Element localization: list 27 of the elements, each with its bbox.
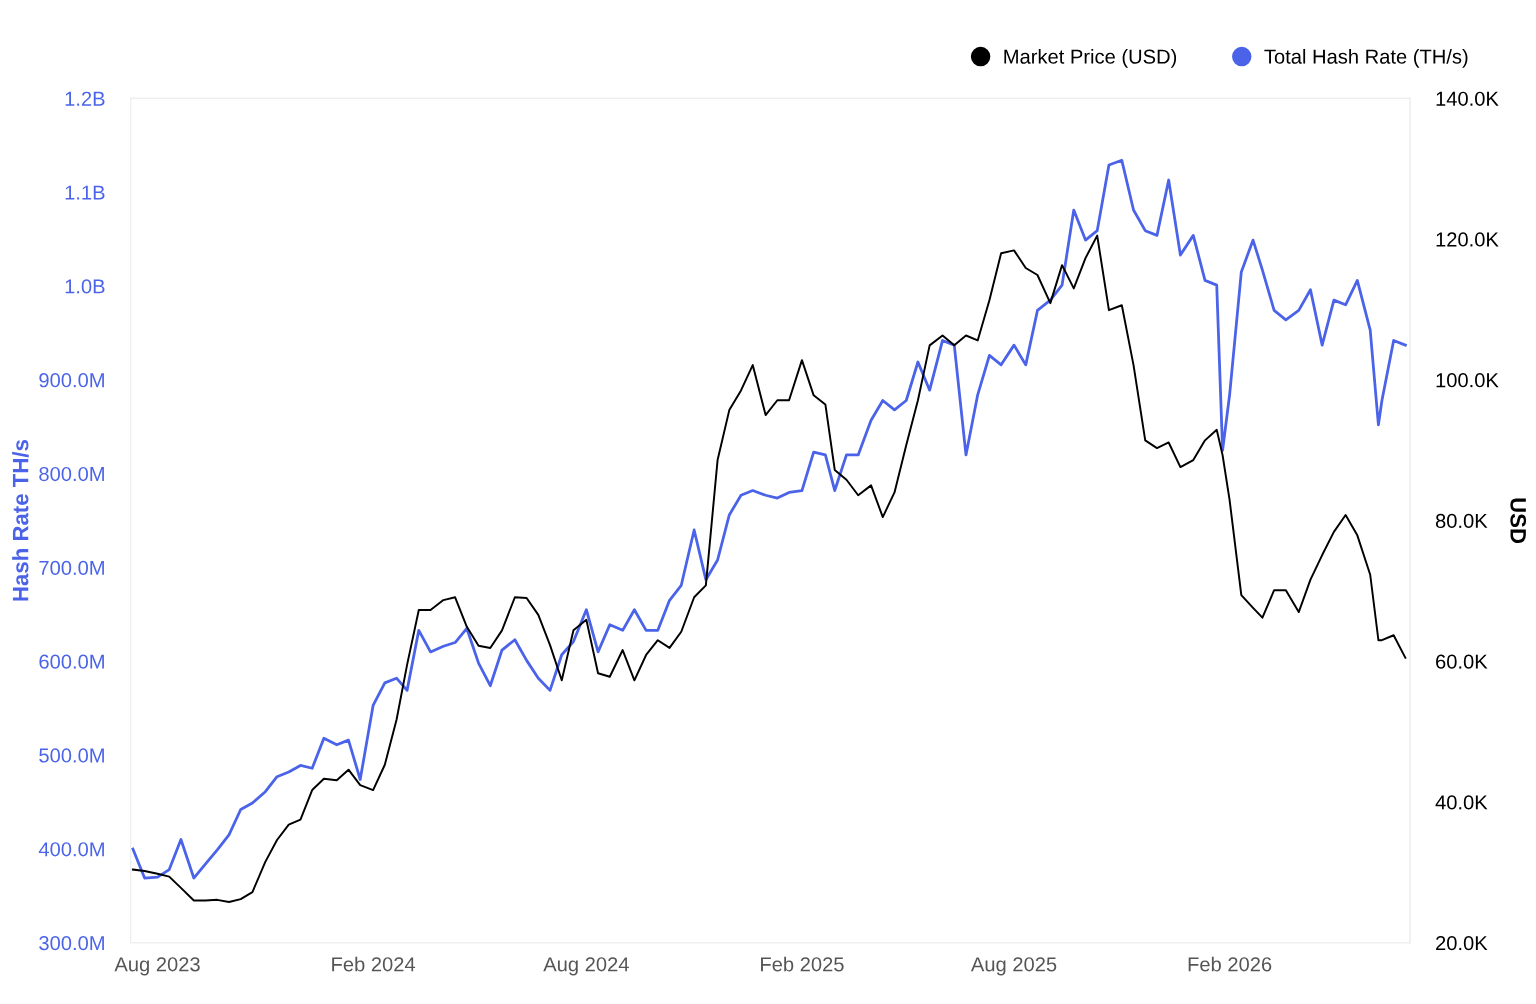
x-tick-label: Aug 2023	[114, 957, 200, 976]
y2-tick-label: 80.0K	[1435, 513, 1488, 529]
x-tick-label: Aug 2024	[543, 957, 629, 976]
y2-tick-label: 40.0K	[1435, 795, 1488, 810]
y2-tick-label: 100.0K	[1436, 373, 1499, 388]
y-axis-title: Hash Rate TH/s	[12, 439, 29, 601]
y-tick-label: 800.0M	[39, 466, 104, 482]
y2-tick-label: 60.0K	[1436, 654, 1488, 669]
y-tick-label: 1.0B	[65, 279, 105, 294]
y-tick-label: 300.0M	[39, 935, 104, 951]
y-tick-label: 600.0M	[39, 654, 104, 669]
y-tick-label: 500.0M	[39, 748, 104, 763]
y-tick-label: 400.0M	[38, 842, 104, 857]
x-tick-label: Feb 2025	[761, 956, 844, 972]
legend-label: Market Price (USD)	[1004, 48, 1177, 68]
y2-tick-label: 20.0K	[1436, 935, 1488, 951]
y2-tick-label: 120.0K	[1436, 232, 1499, 247]
legend-label: Total Hash Rate (TH/s)	[1264, 48, 1468, 68]
x-tick-label: Feb 2024	[332, 956, 416, 972]
y-tick-label: 700.0M	[39, 560, 104, 575]
y-tick-label: 1.1B	[65, 185, 105, 200]
y2-tick-label: 140.0K	[1436, 91, 1499, 106]
y2-axis-title: USD	[1510, 498, 1527, 544]
x-tick-label: Aug 2025	[970, 957, 1057, 976]
y-tick-label: 900.0M	[39, 373, 104, 388]
x-tick-label: Feb 2026	[1188, 956, 1272, 972]
y-tick-label: 1.2B	[65, 91, 105, 106]
